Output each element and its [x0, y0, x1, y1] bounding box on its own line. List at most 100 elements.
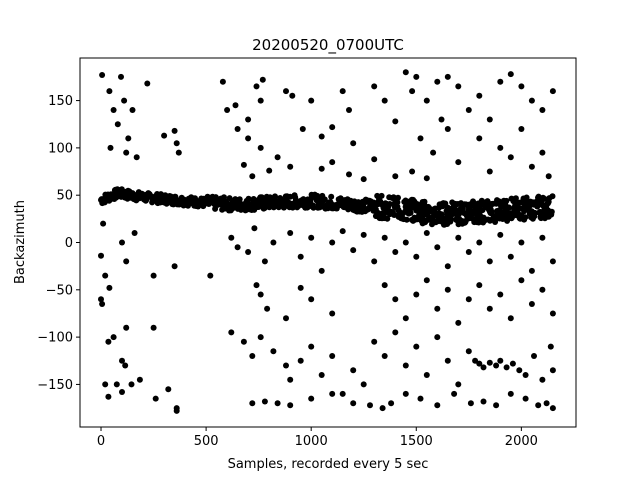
data-point	[381, 353, 388, 359]
data-point	[434, 244, 441, 251]
data-point	[423, 97, 430, 104]
data-point	[444, 286, 451, 293]
y-axis-label: Backazimuth	[13, 200, 28, 284]
data-point	[318, 267, 325, 274]
data-point	[402, 390, 409, 397]
data-point	[516, 367, 523, 374]
data-point	[121, 97, 128, 104]
data-point-band	[522, 214, 529, 221]
data-point	[150, 324, 157, 331]
data-point	[329, 239, 336, 246]
data-point	[318, 133, 325, 140]
data-point	[528, 163, 535, 170]
data-point	[287, 163, 294, 170]
data-point	[423, 230, 430, 236]
data-point	[308, 296, 315, 303]
chart-title: 20200520_0700UTC	[252, 36, 404, 55]
data-point	[287, 230, 294, 236]
data-point	[283, 362, 289, 369]
data-point	[417, 135, 424, 142]
data-point	[110, 334, 117, 341]
data-point	[444, 263, 451, 270]
data-point-band	[226, 195, 233, 202]
data-point	[465, 348, 472, 355]
data-point	[528, 97, 535, 104]
data-point	[465, 249, 472, 255]
data-point-band	[531, 209, 538, 216]
data-point	[240, 338, 247, 345]
data-point-band	[506, 204, 512, 211]
data-point	[547, 343, 554, 350]
data-point	[455, 234, 462, 241]
data-point	[283, 315, 289, 322]
data-point	[350, 367, 357, 374]
data-point	[360, 176, 367, 183]
data-point	[283, 88, 289, 95]
data-point	[486, 359, 493, 366]
data-point	[207, 272, 214, 279]
data-point	[465, 107, 472, 113]
data-point	[518, 277, 525, 284]
data-point	[175, 149, 182, 156]
data-point	[476, 135, 483, 142]
data-point	[161, 132, 168, 139]
data-point	[455, 83, 462, 90]
x-tick-label: 0	[97, 434, 105, 449]
data-point	[318, 165, 325, 172]
data-point	[486, 258, 493, 265]
data-point	[392, 296, 399, 303]
data-point	[102, 381, 109, 388]
data-point	[123, 149, 130, 156]
y-tick-label: −150	[37, 378, 73, 393]
data-point	[423, 175, 430, 182]
data-point	[451, 390, 458, 397]
data-point	[434, 402, 441, 409]
data-point	[287, 402, 294, 409]
data-point	[503, 364, 510, 371]
data-point	[106, 88, 113, 95]
data-point	[114, 121, 121, 128]
data-point	[545, 173, 552, 180]
data-point	[105, 338, 112, 345]
data-point	[360, 231, 367, 238]
data-point	[549, 405, 556, 412]
data-point-band	[512, 195, 519, 202]
y-tick-label: −50	[46, 283, 73, 298]
data-point	[228, 329, 235, 336]
data-point-band	[395, 194, 401, 201]
data-point	[371, 338, 378, 345]
y-tick-label: −100	[37, 331, 73, 346]
x-tick-label: 2000	[505, 434, 538, 449]
data-point	[455, 159, 462, 166]
data-point	[105, 393, 112, 400]
data-point	[549, 367, 556, 374]
data-point	[543, 400, 550, 407]
data-point	[240, 161, 247, 168]
data-point	[131, 230, 138, 236]
data-point-band	[541, 195, 548, 202]
y-tick-label: 100	[48, 141, 73, 156]
data-point-band	[548, 208, 555, 215]
data-point	[381, 234, 388, 241]
data-point	[173, 140, 180, 147]
data-point	[107, 144, 114, 151]
data-point	[133, 154, 140, 161]
data-point	[249, 173, 256, 180]
data-point	[417, 395, 424, 402]
data-point	[549, 310, 556, 317]
data-point	[259, 76, 266, 83]
data-point	[402, 69, 409, 76]
data-point	[100, 220, 107, 227]
data-point	[413, 343, 420, 350]
data-point	[497, 78, 504, 85]
data-point-band	[488, 208, 495, 215]
data-point	[113, 381, 120, 388]
data-points	[98, 69, 556, 414]
data-point	[409, 88, 416, 95]
data-point	[549, 258, 556, 265]
data-point	[150, 272, 157, 279]
data-point	[329, 310, 336, 317]
data-point	[480, 364, 487, 371]
data-point	[329, 390, 336, 397]
